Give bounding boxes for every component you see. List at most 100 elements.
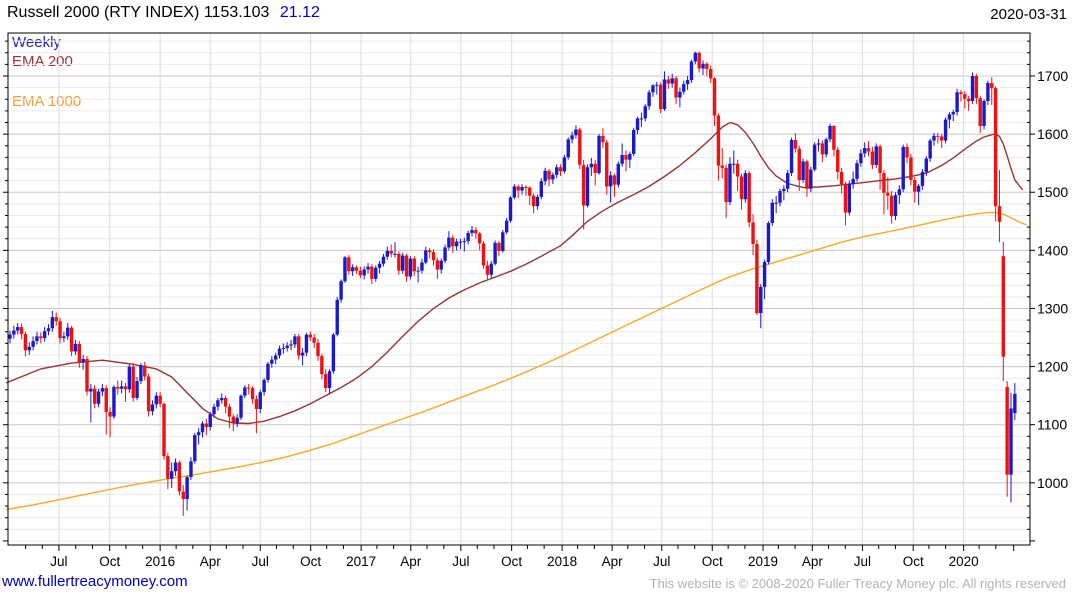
candle-down	[909, 157, 913, 181]
candle-up	[170, 471, 174, 479]
candle-down	[755, 243, 759, 314]
candle-up	[539, 181, 543, 197]
candle-down	[674, 78, 678, 98]
x-axis-label: Oct	[501, 554, 522, 569]
candle-down	[478, 233, 482, 244]
candle-up	[458, 241, 463, 243]
candle-down	[474, 230, 478, 234]
candle-down	[177, 462, 182, 492]
candle-up	[381, 256, 386, 264]
candle-down	[889, 195, 894, 217]
legend-ema-1000: EMA 1000	[12, 93, 82, 110]
candle-down	[227, 406, 232, 417]
candle-down	[58, 321, 62, 339]
candle-up	[816, 143, 821, 145]
candle-up	[520, 187, 524, 191]
candle-up	[216, 400, 220, 407]
candle-up	[1013, 393, 1017, 414]
candle-up	[424, 250, 428, 263]
candle-down	[836, 149, 840, 172]
candle-up	[62, 336, 66, 339]
candle-down	[658, 84, 663, 110]
candle-up	[408, 258, 413, 277]
candle-down	[882, 173, 886, 193]
candle-up	[443, 247, 447, 261]
candle-up	[874, 146, 878, 165]
candle-down	[797, 148, 801, 181]
candle-up	[200, 423, 205, 433]
candle-down	[250, 388, 255, 400]
candle-down	[997, 206, 1002, 222]
candle-up	[112, 386, 116, 417]
website-link[interactable]: www.fullertreacymoney.com	[2, 573, 188, 590]
legend-ema-200: EMA 200	[12, 53, 73, 70]
candle-up	[208, 414, 212, 428]
x-axis-label: Oct	[300, 554, 321, 569]
candle-down	[312, 337, 316, 343]
candle-up	[35, 336, 39, 342]
candle-up	[300, 352, 305, 356]
axis-layer: 1000 1100 1200 1300 1400 1500 1600 1700 Jul Oct 20…	[3, 32, 1068, 569]
candle-down	[158, 395, 162, 404]
candle-up	[501, 232, 505, 251]
candle-down	[966, 98, 971, 101]
candle-up	[932, 135, 936, 141]
y-axis-label: 1700	[1037, 68, 1068, 84]
candle-up	[689, 61, 694, 81]
candle-down	[166, 456, 170, 479]
candle-down	[963, 94, 967, 99]
x-axis-label: Jul	[854, 554, 871, 569]
candle-down	[528, 187, 532, 196]
candle-down	[747, 173, 751, 223]
candle-up	[350, 267, 355, 272]
candle-up	[401, 255, 405, 271]
candle-down	[204, 423, 209, 428]
candle-down	[116, 386, 120, 389]
candle-down	[370, 266, 374, 279]
candle-down	[19, 327, 24, 335]
candle-up	[154, 395, 158, 405]
candle-down	[805, 161, 809, 189]
candle-up	[235, 417, 239, 424]
candle-down	[297, 336, 301, 356]
candle-down	[347, 257, 351, 272]
x-axis-label: Jul	[252, 554, 269, 569]
candle-down	[578, 129, 582, 165]
candle-up	[304, 334, 309, 353]
candle-up	[196, 432, 201, 436]
candle-up	[693, 52, 697, 62]
candle-down	[697, 52, 701, 69]
y-axis-label: 1200	[1037, 359, 1068, 375]
x-axis-label: Apr	[602, 554, 624, 569]
candle-down	[581, 164, 586, 206]
candle-up	[289, 344, 293, 346]
candle-up	[893, 195, 898, 217]
candle-up	[66, 327, 70, 337]
candle-up	[470, 230, 474, 233]
y-axis-label: 1100	[1037, 417, 1067, 433]
candle-down	[397, 253, 401, 271]
candle-up	[535, 196, 540, 207]
candle-up	[859, 153, 863, 164]
x-axis-label: Apr	[802, 554, 824, 569]
candle-up	[454, 241, 459, 247]
candle-up	[628, 153, 632, 160]
candle-down	[404, 255, 409, 277]
candle-up	[1009, 408, 1013, 475]
candle-down	[358, 270, 363, 276]
candle-up	[786, 173, 790, 189]
candle-down	[993, 88, 998, 207]
ema-1000-line	[6, 211, 1027, 511]
candle-up	[616, 163, 620, 185]
candle-down	[131, 366, 135, 398]
candle-up	[73, 343, 78, 352]
candle-up	[489, 263, 493, 275]
candles-layer	[8, 51, 1017, 516]
candle-up	[809, 169, 813, 189]
x-axis-label: 2016	[145, 554, 175, 569]
candle-up	[512, 186, 517, 198]
candle-down	[751, 222, 755, 244]
candle-up	[647, 92, 651, 107]
candle-up	[16, 327, 20, 331]
candle-up	[46, 328, 51, 332]
